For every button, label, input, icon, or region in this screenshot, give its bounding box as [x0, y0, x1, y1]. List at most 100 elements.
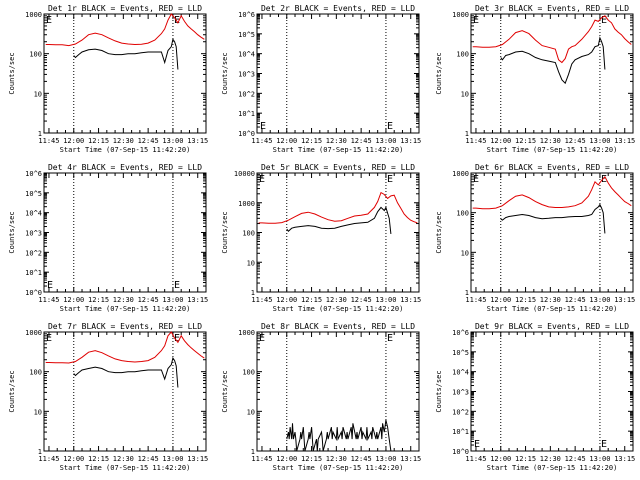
- e-marker-label: E: [387, 121, 393, 132]
- panel-title: Det 7r BLACK = Events, RED = LLD: [48, 322, 202, 331]
- plot-frame: [256, 331, 420, 452]
- y-tick-label: 1000: [452, 170, 469, 178]
- detector-panel-4: Det 4r BLACK = Events, RED = LLD 10^0 10^1…: [8, 163, 208, 313]
- x-tick-label: 12:00: [63, 137, 84, 145]
- y-tick-label: 10^5: [238, 31, 255, 39]
- e-marker-label: E: [601, 15, 607, 26]
- series-events-line: [500, 203, 606, 234]
- panel-title: Det 1r BLACK = Events, RED = LLD: [48, 4, 202, 13]
- y-tick-label: 10^3: [452, 389, 469, 397]
- plot-frame: [470, 172, 634, 293]
- x-tick-label: 12:00: [490, 455, 511, 463]
- series-events-line: [73, 38, 179, 70]
- x-tick-label: 11:45: [38, 137, 59, 145]
- x-tick-label: 13:00: [375, 137, 396, 145]
- series-events-line: [286, 419, 392, 452]
- panel-title: Det 2r BLACK = Events, RED = LLD: [261, 4, 415, 13]
- x-tick-label: 12:15: [515, 455, 536, 463]
- x-tick-label: 13:15: [187, 137, 208, 145]
- e-marker-label: E: [174, 280, 180, 291]
- y-tick-label: 10: [461, 249, 469, 257]
- detector-panel-5: Det 5r BLACK = Events, RED = LLD 1 10 100 10…: [221, 163, 421, 313]
- y-axis-label: Counts/sec: [8, 52, 16, 94]
- x-tick-label: 13:00: [162, 137, 183, 145]
- plot-frame: [43, 13, 207, 134]
- x-tick-label: 12:15: [515, 137, 536, 145]
- x-tick-label: 13:00: [375, 296, 396, 304]
- y-tick-label: 10^4: [238, 51, 255, 59]
- x-tick-label: 13:15: [400, 296, 421, 304]
- panel-title: Det 3r BLACK = Events, RED = LLD: [475, 4, 629, 13]
- detector-panel-9: Det 9r BLACK = Events, RED = LLD 10^0 10^1…: [435, 322, 635, 472]
- detector-panel-7: Det 7r BLACK = Events, RED = LLD 1 10 100 10…: [8, 322, 208, 472]
- e-marker-label: E: [473, 15, 479, 26]
- y-tick-label: 1: [251, 289, 255, 297]
- panel-title: Det 5r BLACK = Events, RED = LLD: [261, 163, 415, 172]
- y-tick-label: 10^2: [238, 90, 255, 98]
- x-tick-label: 11:45: [251, 455, 272, 463]
- panel-title: Det 6r BLACK = Events, RED = LLD: [475, 163, 629, 172]
- y-tick-label: 100: [456, 210, 469, 218]
- y-tick-label: 10^6: [25, 170, 42, 178]
- x-tick-label: 12:15: [301, 137, 322, 145]
- series-lld-line: [45, 331, 205, 364]
- x-axis-label: Start Time (07-Sep-15 11:42:20): [60, 464, 191, 472]
- x-tick-label: 12:45: [565, 455, 586, 463]
- x-tick-label: 12:30: [540, 296, 561, 304]
- x-tick-label: 12:45: [351, 455, 372, 463]
- e-marker-label: E: [259, 333, 265, 344]
- y-tick-label: 10^4: [452, 369, 469, 377]
- series-events-line: [73, 356, 179, 388]
- detector-panel-1: Det 1r BLACK = Events, RED = LLD 1 10 100 10…: [8, 4, 208, 154]
- plot-frame: [43, 172, 207, 293]
- e-marker-label: E: [260, 121, 266, 132]
- x-tick-label: 11:45: [465, 455, 486, 463]
- x-tick-label: 12:45: [565, 296, 586, 304]
- panel-title: Det 9r BLACK = Events, RED = LLD: [475, 322, 629, 331]
- y-tick-label: 1: [251, 448, 255, 456]
- x-tick-label: 12:45: [351, 296, 372, 304]
- x-tick-label: 13:00: [375, 455, 396, 463]
- detector-panel-2: Det 2r BLACK = Events, RED = LLD 10^0 10^1…: [221, 4, 421, 154]
- y-tick-label: 10^2: [25, 249, 42, 257]
- x-tick-label: 11:45: [251, 296, 272, 304]
- e-marker-label: E: [387, 174, 393, 185]
- e-marker-label: E: [601, 439, 607, 450]
- x-tick-label: 12:00: [63, 296, 84, 304]
- detector-panel-8: Det 8r BLACK = Events, RED = LLD 1 10 100 10…: [221, 322, 421, 472]
- e-marker-label: E: [46, 333, 52, 344]
- y-tick-label: 100: [242, 369, 255, 377]
- x-tick-label: 12:45: [565, 137, 586, 145]
- detector-panel-6: Det 6r BLACK = Events, RED = LLD 1 10 100 10…: [435, 163, 635, 313]
- y-tick-label: 10000: [234, 170, 255, 178]
- x-tick-label: 12:30: [540, 455, 561, 463]
- x-tick-label: 13:00: [162, 296, 183, 304]
- y-axis-label: Counts/sec: [221, 52, 229, 94]
- x-tick-label: 12:30: [113, 296, 134, 304]
- y-tick-label: 10: [34, 90, 42, 98]
- y-tick-label: 100: [29, 369, 42, 377]
- x-tick-label: 12:30: [113, 455, 134, 463]
- y-axis-label: Counts/sec: [435, 370, 443, 412]
- x-tick-label: 13:15: [614, 296, 635, 304]
- x-tick-label: 12:00: [276, 137, 297, 145]
- e-marker-label: E: [259, 174, 265, 185]
- x-tick-label: 13:00: [589, 296, 610, 304]
- x-tick-label: 12:15: [88, 455, 109, 463]
- panel-title: Det 8r BLACK = Events, RED = LLD: [261, 322, 415, 331]
- y-tick-label: 10^1: [452, 428, 469, 436]
- e-marker-label: E: [473, 174, 479, 185]
- x-tick-label: 12:45: [138, 296, 159, 304]
- y-tick-label: 1: [465, 130, 469, 138]
- x-tick-label: 12:30: [540, 137, 561, 145]
- e-marker-label: E: [47, 280, 53, 291]
- y-axis-label: Counts/sec: [435, 52, 443, 94]
- plot-frame: [470, 331, 634, 452]
- e-marker-label: E: [387, 333, 393, 344]
- x-axis-label: Start Time (07-Sep-15 11:42:20): [273, 305, 404, 313]
- e-marker-label: E: [474, 439, 480, 450]
- plot-frame: [256, 172, 420, 293]
- series-lld-line: [45, 13, 205, 47]
- x-tick-label: 12:15: [88, 296, 109, 304]
